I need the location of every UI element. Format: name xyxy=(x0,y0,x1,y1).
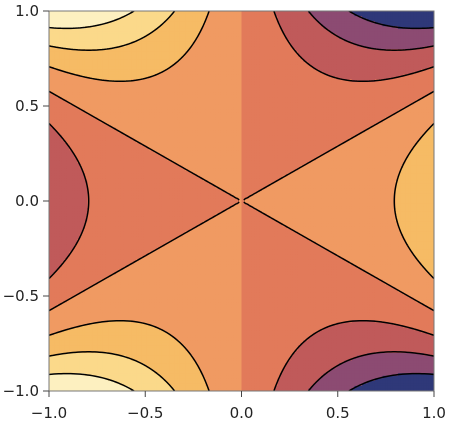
contour-line-level-2 xyxy=(49,11,434,391)
contour-fill-regions xyxy=(49,11,434,391)
contour-line-level-5 xyxy=(49,11,176,391)
y-tick-label: −0.5 xyxy=(3,287,39,305)
x-tick-label: −0.5 xyxy=(127,404,163,422)
y-tick-label: 0.0 xyxy=(15,192,39,210)
x-tick-label: 1.0 xyxy=(422,404,446,422)
x-tick-label: 0.5 xyxy=(326,404,350,422)
y-tick-label: 0.5 xyxy=(15,97,39,115)
y-tick-label: −1.0 xyxy=(3,382,39,400)
y-tick-label: 1.0 xyxy=(15,2,39,20)
contour-line-level-4 xyxy=(49,11,434,391)
x-tick-label: −1.0 xyxy=(31,404,67,422)
x-tick-label: 0.0 xyxy=(230,404,254,422)
axes: −1.0 −0.5 0.0 0.5 1.0 −1.0 −0.5 0.0 0.5 1.0 xyxy=(3,2,446,422)
